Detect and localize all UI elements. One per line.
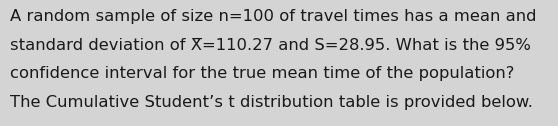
Text: The Cumulative Student’s t distribution table is provided below.: The Cumulative Student’s t distribution … [10, 95, 533, 110]
Text: A random sample of size n=100 of travel times has a mean and: A random sample of size n=100 of travel … [10, 9, 537, 24]
Text: standard deviation of X̅=110.27 and S=28.95. What is the 95%: standard deviation of X̅=110.27 and S=28… [10, 38, 531, 53]
Text: confidence interval for the true mean time of the population?: confidence interval for the true mean ti… [10, 66, 514, 81]
